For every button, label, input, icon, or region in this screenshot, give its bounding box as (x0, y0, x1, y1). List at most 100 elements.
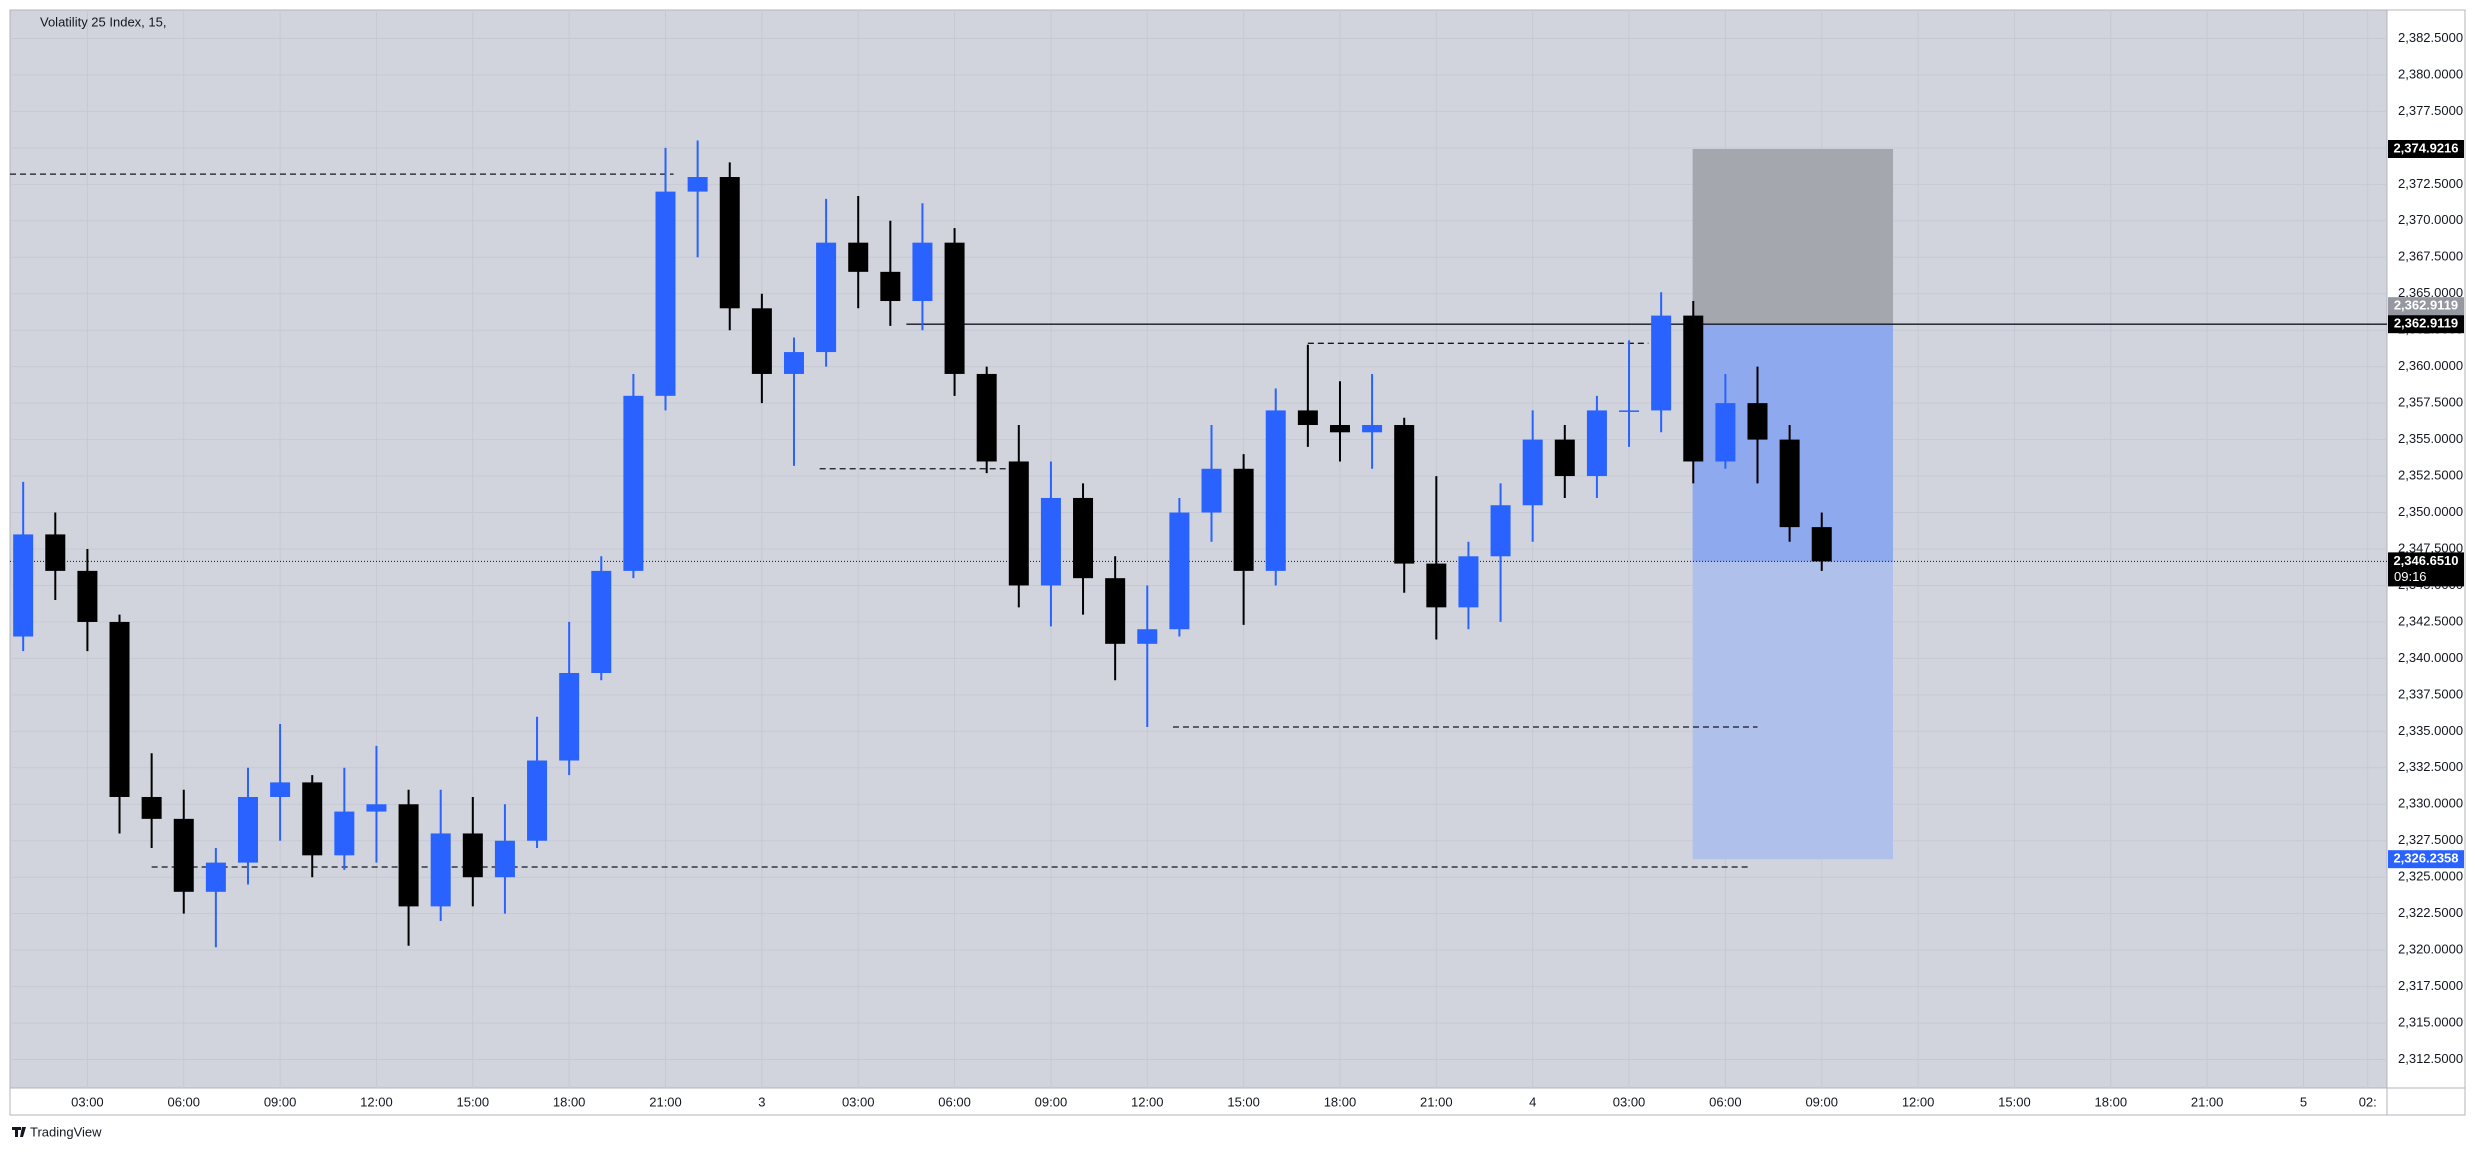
y-tick-label: 2,322.5000 (2398, 905, 2463, 920)
candle-body (1458, 556, 1479, 608)
frame (9, 9, 2466, 1116)
y-tick-label: 2,377.5000 (2398, 103, 2463, 118)
chart-title: Volatility 25 Index, 15, (40, 14, 166, 29)
candle-body (687, 177, 708, 192)
candle-body (1233, 468, 1254, 571)
labels: 2,312.5000 2,315.0000 2,317.5000 2,320.0000… (71, 30, 2464, 1109)
y-tick-label: 2,372.5000 (2398, 176, 2463, 191)
candle-body (109, 621, 130, 797)
candle-body (13, 534, 34, 637)
candle-body (302, 782, 323, 856)
price-tag-box (2388, 315, 2464, 334)
candle-body (559, 672, 580, 761)
candle-body (1586, 410, 1607, 477)
candles (13, 140, 1832, 948)
x-tick-label: 15:00 (1227, 1094, 1260, 1109)
price-tag-box (2388, 297, 2464, 316)
x-tick-label: 18:00 (553, 1094, 586, 1109)
candle-body (912, 242, 933, 302)
x-tick-label: 09:00 (264, 1094, 297, 1109)
y-tick-label: 2,380.0000 (2398, 66, 2463, 81)
candle-body (173, 818, 194, 892)
y-tick-label: 2,367.5000 (2398, 249, 2463, 264)
y-tick-label: 2,337.5000 (2398, 686, 2463, 701)
y-tick-label: 2,365.0000 (2398, 285, 2463, 300)
candle-body (719, 177, 740, 309)
x-tick-label: 06:00 (938, 1094, 971, 1109)
candle-body (1362, 425, 1383, 433)
y-tick-label: 2,357.5000 (2398, 395, 2463, 410)
x-tick-label: 4 (1529, 1094, 1536, 1109)
y-tick-label: 2,325.0000 (2398, 869, 2463, 884)
x-tick-label: 18:00 (2095, 1094, 2128, 1109)
candle-body (944, 242, 965, 374)
y-tick-label: 2,342.5000 (2398, 613, 2463, 628)
candle-body (1008, 461, 1029, 586)
x-tick-label: 18:00 (1324, 1094, 1357, 1109)
x-tick-label: 21:00 (2191, 1094, 2224, 1109)
y-tick-label: 2,330.0000 (2398, 796, 2463, 811)
x-tick-label: 09:00 (1035, 1094, 1068, 1109)
candle-body (1747, 403, 1768, 440)
x-tick-label: 03:00 (71, 1094, 104, 1109)
candle-body (655, 191, 676, 396)
candle-body (237, 796, 258, 863)
x-tick-label: 15:00 (1998, 1094, 2031, 1109)
candle-body (1522, 439, 1543, 506)
candle-body (1490, 505, 1511, 557)
y-tick-label: 2,382.5000 (2398, 30, 2463, 45)
last-price-label: 2,346.6510 (2393, 553, 2458, 568)
candle-body (494, 840, 515, 878)
y-tick-label: 2,350.0000 (2398, 504, 2463, 519)
x-tick-label: 02: (2359, 1094, 2377, 1109)
x-tick-label: 15:00 (457, 1094, 490, 1109)
stop-zone (1692, 148, 1894, 325)
x-tick-label: 3 (758, 1094, 765, 1109)
candle-body (976, 373, 997, 462)
y-tick-label: 2,335.0000 (2398, 723, 2463, 738)
y-tick-label: 2,317.5000 (2398, 978, 2463, 993)
x-tick-label: 06:00 (1709, 1094, 1742, 1109)
y-tick-label: 2,320.0000 (2398, 942, 2463, 957)
candle-body (1137, 629, 1158, 644)
y-tick-label: 2,340.0000 (2398, 650, 2463, 665)
brand-logo: TradingView (12, 1124, 102, 1139)
candle-body (1297, 410, 1318, 426)
candle-body (77, 570, 98, 622)
candle-body (366, 804, 387, 812)
y-tick-label: 2,312.5000 (2398, 1051, 2463, 1066)
y-tick-label: 2,315.0000 (2398, 1015, 2463, 1030)
x-tick-label: 12:00 (1131, 1094, 1164, 1109)
y-tick-label: 2,332.5000 (2398, 759, 2463, 774)
candle-body (1265, 410, 1286, 571)
candle-body (334, 811, 355, 856)
last-price-box (2388, 552, 2464, 587)
candle-body (1169, 512, 1190, 630)
y-tick-label: 2,352.5000 (2398, 468, 2463, 483)
candle-body (398, 804, 419, 907)
candle-body (783, 352, 804, 374)
candle-body (1683, 315, 1704, 462)
candle-body (430, 833, 451, 907)
x-tick-label: 09:00 (1805, 1094, 1838, 1109)
candle-body (1715, 403, 1736, 462)
x-tick-label: 03:00 (842, 1094, 875, 1109)
candle-body (1811, 527, 1832, 562)
y-tick-label: 2,355.0000 (2398, 431, 2463, 446)
price-tag-box (2388, 850, 2464, 869)
x-tick-label: 21:00 (1420, 1094, 1453, 1109)
candle-body (1105, 578, 1126, 644)
candle-body (591, 570, 612, 673)
candle-body (816, 242, 837, 353)
candle-body (1651, 315, 1672, 411)
price-tag-label: 2,326.2358 (2393, 851, 2458, 866)
price-tag-box (2388, 139, 2464, 158)
candle-body (880, 271, 901, 302)
countdown: 09:16 (2394, 569, 2427, 584)
candle-body (1073, 497, 1094, 579)
y-tick-label: 2,360.0000 (2398, 358, 2463, 373)
candle-body (1619, 410, 1640, 412)
candle-body (1394, 425, 1415, 564)
